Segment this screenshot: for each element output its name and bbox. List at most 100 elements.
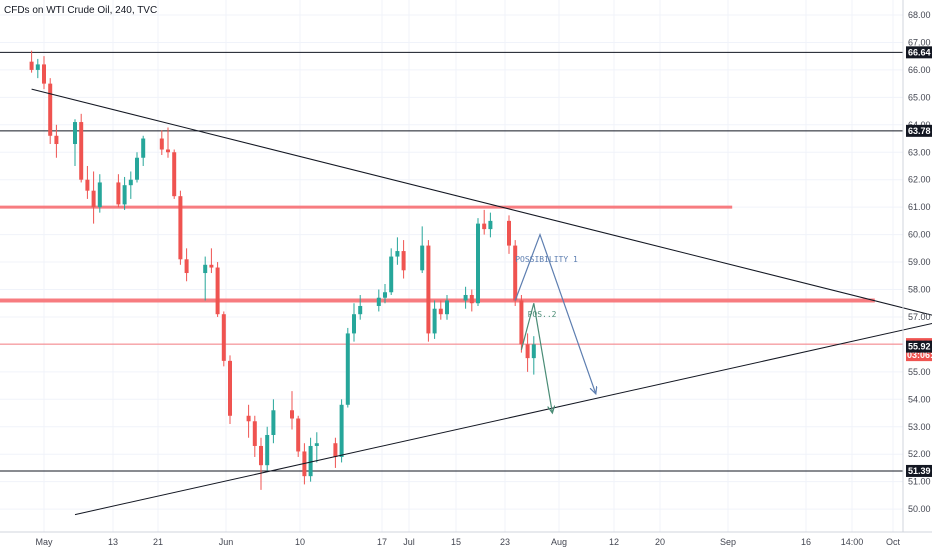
candle-body [265,434,270,466]
x-tick-label: 20 [655,537,665,547]
candle-body [339,404,344,457]
candle-body [420,245,425,271]
x-tick-label: 14:00 [841,537,864,547]
y-tick-label: 66.00 [908,65,931,75]
chart-title: CFDs on WTI Crude Oil, 240, TVC [4,5,158,16]
y-tick-label: 65.00 [908,92,931,102]
candle-body [135,157,139,180]
candle-body [376,297,381,306]
x-tick-label: 23 [500,537,510,547]
y-tick-label: 50.00 [908,504,931,514]
candle-body [79,122,84,180]
candle-body [476,223,480,304]
x-tick-label: 10 [295,537,305,547]
candle-body [383,292,387,298]
candle-body [389,256,394,293]
y-tick-label: 59.00 [908,257,931,267]
candle-body [91,190,96,208]
candle-body [29,61,34,70]
candle-body [438,308,443,315]
y-tick-label: 51.00 [908,477,931,487]
y-tick-label: 57.00 [908,312,931,322]
x-tick-label: 17 [377,537,387,547]
candle-body [246,415,251,422]
price-badge-label: 51.39 [908,466,931,476]
x-tick-label: Jun [219,537,234,547]
candle-body [345,333,350,405]
candle-body [525,344,530,359]
candle-body [35,64,40,70]
candle-body [463,294,468,301]
candle-body [42,64,46,84]
candle-body [228,360,232,416]
countdown-label: 03:06:4 [907,350,932,360]
price-badge [906,464,932,477]
y-tick-label: 52.00 [908,449,931,459]
price-axis: 50.0051.0052.0053.0054.0055.0056.0057.00… [0,0,932,533]
x-tick-label: 12 [609,537,619,547]
projection-arrows [514,232,596,413]
candle-body [48,83,53,136]
candle-body [166,149,170,153]
candle-body [469,294,474,304]
candle-body [178,196,183,260]
trendline [74,323,932,516]
candle-body [122,185,127,205]
x-tick-label: 16 [801,537,811,547]
annotation-text: POS..2 [528,310,557,319]
x-tick-label: Sep [720,537,736,547]
candle-body [296,418,301,452]
y-tick-label: 54.00 [908,394,931,404]
price-badge [906,124,932,137]
candle-body [519,300,524,345]
candle-body [482,223,487,230]
candle-body [259,445,263,466]
candles [29,50,536,490]
trendline [31,88,932,316]
chart-grid [0,0,903,532]
candle-body [271,410,276,435]
candle-body [172,152,177,197]
candle-body [432,308,437,334]
y-tick-label: 55.00 [908,367,931,377]
countdown-badge [906,350,932,362]
candle-body [73,122,77,145]
candle-body [54,135,59,145]
candle-body [513,245,518,301]
candle-body [358,305,363,315]
candle-body [507,220,511,246]
y-tick-label: 62.00 [908,175,931,185]
candle-body [97,182,102,208]
y-tick-label: 53.00 [908,422,931,432]
candle-body [333,443,338,457]
x-tick-label: May [35,537,53,547]
y-tick-label: 61.00 [908,202,931,212]
y-tick-label: 64.00 [908,120,931,130]
price-badge [906,340,932,353]
candle-body [85,179,90,191]
x-tick-label: Oct [886,537,901,547]
time-axis: May 13 21 Jun 10 17 Jul 15 23 Aug 12 20 Sep 16 14:00 Oc… [35,537,900,547]
price-badge-label: 63.78 [908,126,931,136]
y-tick-label: 60.00 [908,230,931,240]
green-projection-arrow [520,303,552,413]
annotations: POSSIBILITY 1 POS..2 [515,255,578,319]
trendlines [31,88,932,516]
candle-body [531,344,536,359]
x-tick-label: 13 [108,537,118,547]
candle-body [488,220,493,230]
candle-body [352,314,356,334]
y-tick-label: 58.00 [908,285,931,295]
y-tick-label: 67.00 [908,37,931,47]
candle-body [209,264,214,268]
y-tick-label: 68.00 [908,10,931,20]
candle-body [184,259,189,274]
candle-body [116,182,121,205]
candle-body [221,314,226,361]
candle-body [128,179,133,186]
red-levels [0,205,875,303]
candle-body [401,251,406,271]
candle-body [314,443,319,446]
price-badge-label: 55.92 [908,342,931,352]
